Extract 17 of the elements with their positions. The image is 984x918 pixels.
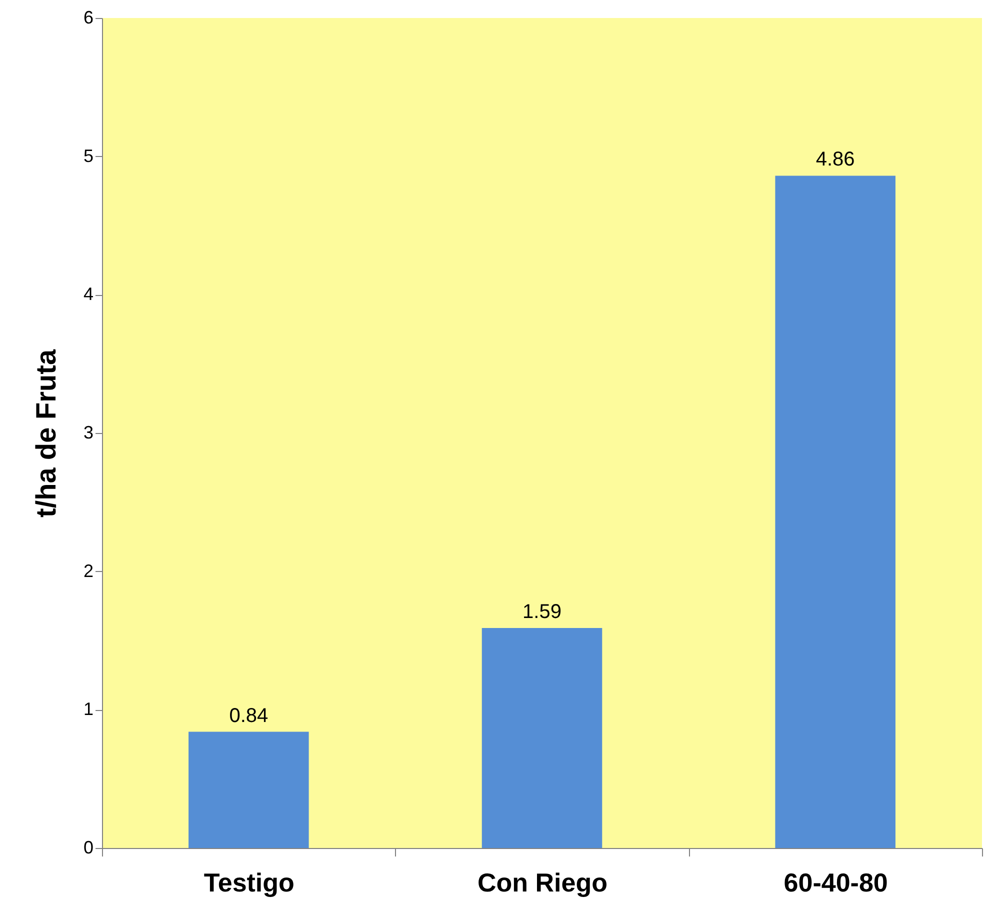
x-tick-label: Con Riego bbox=[478, 868, 608, 898]
data-label: 0.84 bbox=[229, 704, 268, 727]
y-tick-label: 5 bbox=[83, 146, 94, 166]
y-tick-label: 6 bbox=[83, 8, 94, 28]
data-label: 1.59 bbox=[522, 601, 562, 624]
x-tick-label: Testigo bbox=[204, 868, 294, 898]
bar bbox=[775, 176, 896, 848]
y-axis-title: t/ha de Fruta bbox=[30, 349, 62, 518]
y-tick-label: 1 bbox=[83, 699, 94, 720]
y-tick-label: 4 bbox=[83, 284, 94, 304]
x-tick-label: 60-40-80 bbox=[784, 868, 888, 898]
bar bbox=[482, 628, 602, 848]
bar bbox=[188, 732, 309, 848]
y-tick-label: 3 bbox=[83, 422, 94, 442]
data-label: 4.86 bbox=[816, 148, 855, 171]
y-tick-label: 0 bbox=[83, 838, 94, 858]
y-tick-label: 2 bbox=[83, 560, 94, 581]
